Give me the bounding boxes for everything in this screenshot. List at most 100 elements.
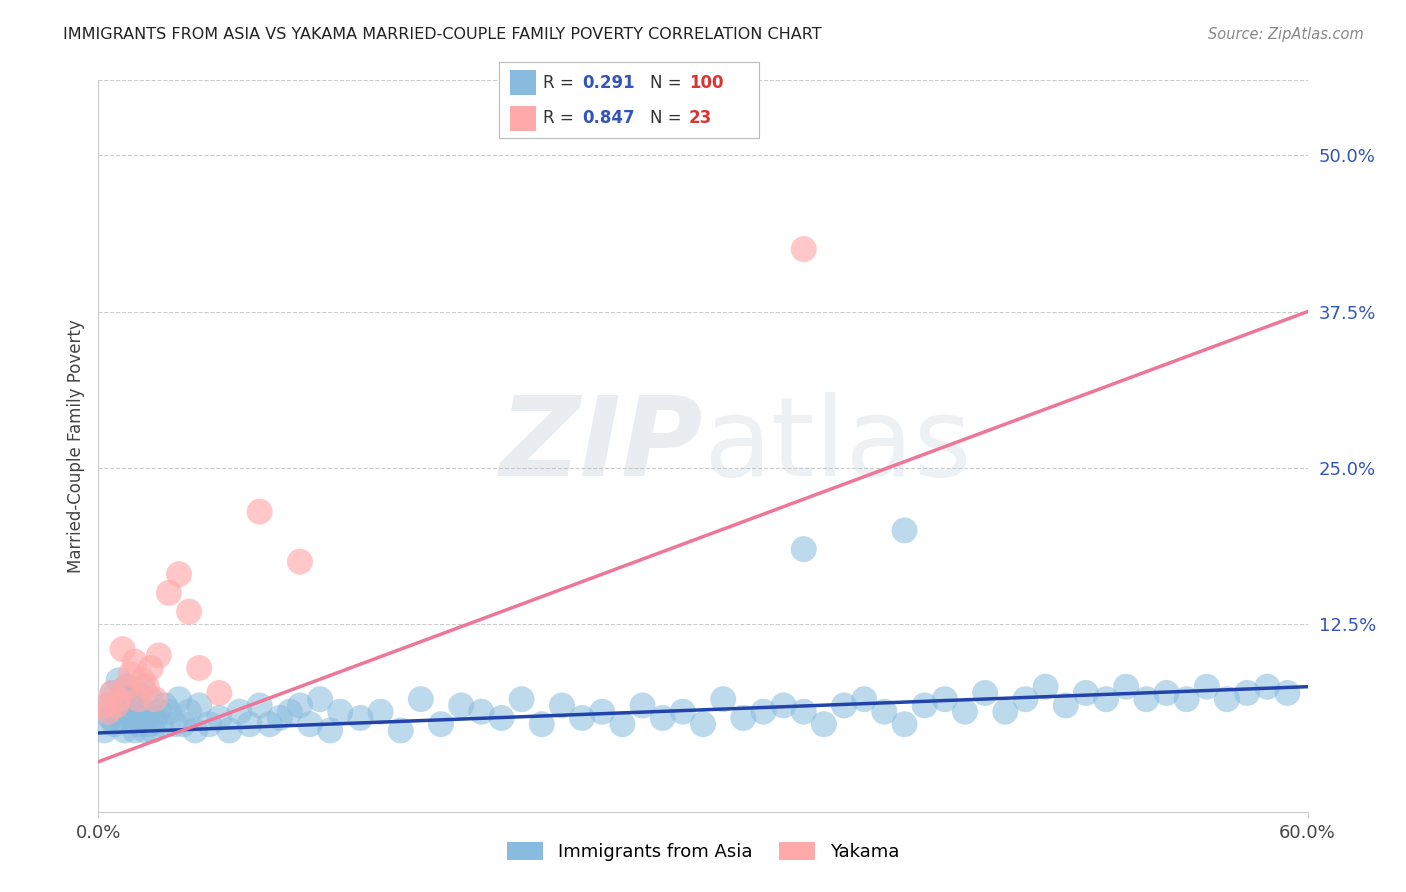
Point <box>612 717 634 731</box>
Legend: Immigrants from Asia, Yakama: Immigrants from Asia, Yakama <box>499 835 907 869</box>
Point <box>470 705 492 719</box>
Point <box>813 717 835 731</box>
Point <box>188 698 211 713</box>
Point <box>349 711 371 725</box>
Point <box>1135 692 1157 706</box>
Point <box>157 705 180 719</box>
Point <box>129 711 152 725</box>
Point <box>1115 680 1137 694</box>
Point <box>128 717 150 731</box>
Point <box>101 686 124 700</box>
Point <box>97 698 120 713</box>
Point <box>208 686 231 700</box>
Point <box>288 698 311 713</box>
Point <box>134 723 156 738</box>
Point <box>409 692 432 706</box>
Point <box>692 717 714 731</box>
Point <box>100 711 122 725</box>
Point <box>120 711 142 725</box>
Point <box>1054 698 1077 713</box>
Point <box>389 723 412 738</box>
Point <box>132 680 155 694</box>
Point <box>249 505 271 519</box>
Point <box>132 673 155 688</box>
Text: 0.847: 0.847 <box>582 109 636 127</box>
Point <box>172 717 194 731</box>
Point <box>157 586 180 600</box>
Point <box>530 717 553 731</box>
Point <box>184 723 207 738</box>
Point <box>103 717 125 731</box>
Text: 0.291: 0.291 <box>582 74 636 92</box>
Point <box>114 723 136 738</box>
Point <box>149 717 172 731</box>
Point <box>115 680 138 694</box>
Point <box>1195 680 1218 694</box>
Point <box>249 698 271 713</box>
Point <box>278 705 301 719</box>
Point <box>179 605 201 619</box>
Point <box>124 655 146 669</box>
Point <box>914 698 936 713</box>
Point <box>309 692 332 706</box>
Point <box>101 686 124 700</box>
Text: 23: 23 <box>689 109 713 127</box>
Y-axis label: Married-Couple Family Poverty: Married-Couple Family Poverty <box>66 319 84 573</box>
Point <box>111 642 134 657</box>
Point <box>139 661 162 675</box>
Point <box>1156 686 1178 700</box>
Text: R =: R = <box>543 109 579 127</box>
Point <box>218 723 240 738</box>
Point <box>591 705 613 719</box>
Point <box>115 680 138 694</box>
Point <box>631 698 654 713</box>
Point <box>97 705 120 719</box>
Point <box>208 711 231 725</box>
Point <box>148 648 170 663</box>
Point <box>370 705 392 719</box>
Point <box>153 698 176 713</box>
Point <box>107 692 129 706</box>
Point <box>974 686 997 700</box>
Point <box>138 717 160 731</box>
Point <box>135 680 157 694</box>
Point <box>450 698 472 713</box>
Point <box>198 717 221 731</box>
Point <box>110 711 132 725</box>
Point <box>1236 686 1258 700</box>
Point <box>121 692 143 706</box>
Point <box>329 705 352 719</box>
Point <box>893 717 915 731</box>
Point <box>551 698 574 713</box>
Point <box>733 711 755 725</box>
Text: atlas: atlas <box>703 392 972 500</box>
Point <box>1074 686 1097 700</box>
Text: ZIP: ZIP <box>499 392 703 500</box>
Point <box>1035 680 1057 694</box>
Point <box>93 698 115 713</box>
Point <box>1256 680 1278 694</box>
Point <box>120 667 142 681</box>
Text: R =: R = <box>543 74 579 92</box>
Text: IMMIGRANTS FROM ASIA VS YAKAMA MARRIED-COUPLE FAMILY POVERTY CORRELATION CHART: IMMIGRANTS FROM ASIA VS YAKAMA MARRIED-C… <box>63 27 823 42</box>
Point <box>179 705 201 719</box>
Point <box>711 692 734 706</box>
Point <box>239 717 262 731</box>
Text: Source: ZipAtlas.com: Source: ZipAtlas.com <box>1208 27 1364 42</box>
Point <box>510 692 533 706</box>
Point <box>128 698 150 713</box>
Point <box>793 542 815 557</box>
Point <box>124 723 146 738</box>
Point <box>105 705 128 719</box>
Point <box>288 555 311 569</box>
Point <box>672 705 695 719</box>
Point <box>752 705 775 719</box>
Point <box>994 705 1017 719</box>
Point <box>430 717 453 731</box>
FancyBboxPatch shape <box>509 70 536 95</box>
FancyBboxPatch shape <box>509 105 536 130</box>
Point <box>93 723 115 738</box>
Point <box>167 567 190 582</box>
Point <box>125 686 148 700</box>
Point <box>143 692 166 706</box>
